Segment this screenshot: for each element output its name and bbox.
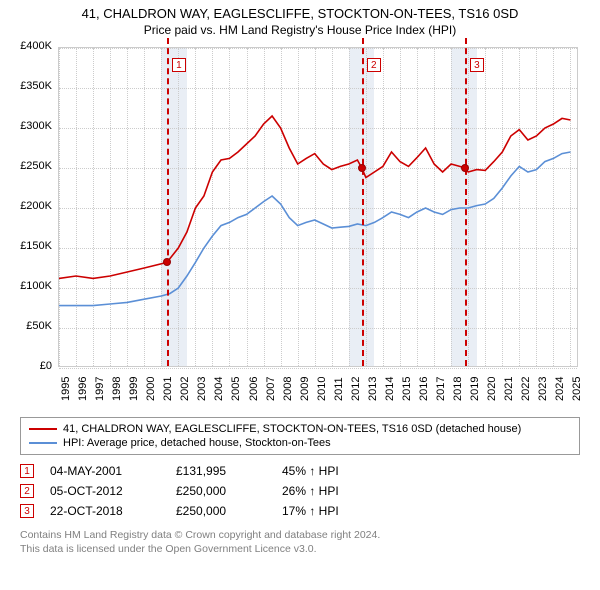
legend: 41, CHALDRON WAY, EAGLESCLIFFE, STOCKTON… (20, 417, 580, 455)
x-axis-label: 2022 (520, 371, 532, 401)
marker-dot (358, 164, 366, 172)
legend-item: HPI: Average price, detached house, Stoc… (29, 436, 571, 450)
x-axis-label: 2023 (537, 371, 549, 401)
x-axis-label: 2006 (248, 371, 260, 401)
x-axis-label: 2016 (418, 371, 430, 401)
event-pct: 26% ↑ HPI (282, 484, 382, 498)
y-axis-label: £200K (12, 200, 52, 212)
x-axis-label: 1997 (94, 371, 106, 401)
legend-label: 41, CHALDRON WAY, EAGLESCLIFFE, STOCKTON… (63, 423, 521, 435)
x-axis-label: 1996 (77, 371, 89, 401)
legend-item: 41, CHALDRON WAY, EAGLESCLIFFE, STOCKTON… (29, 422, 571, 436)
footer-line1: Contains HM Land Registry data © Crown c… (20, 529, 580, 543)
legend-swatch (29, 442, 57, 444)
x-axis-label: 2000 (145, 371, 157, 401)
chart-area: 1 2 3 £0 £50K £100K £150K £200K £250K £300K £350K… (10, 41, 590, 411)
event-date: 04-MAY-2001 (50, 464, 160, 478)
footer-attribution: Contains HM Land Registry data © Crown c… (20, 529, 580, 556)
y-axis-label: £350K (12, 80, 52, 92)
x-axis-label: 2001 (162, 371, 174, 401)
x-axis-label: 2018 (452, 371, 464, 401)
x-axis-label: 2019 (469, 371, 481, 401)
marker-line (465, 38, 467, 366)
y-axis-label: £250K (12, 160, 52, 172)
x-axis-label: 2007 (265, 371, 277, 401)
event-number: 3 (20, 504, 34, 518)
x-axis-label: 2014 (384, 371, 396, 401)
y-axis-label: £50K (12, 320, 52, 332)
x-axis-label: 2015 (401, 371, 413, 401)
event-pct: 45% ↑ HPI (282, 464, 382, 478)
y-axis-label: £0 (12, 360, 52, 372)
series-line (59, 152, 571, 306)
marker-label: 3 (470, 58, 484, 72)
y-axis-label: £100K (12, 280, 52, 292)
marker-dot (461, 164, 469, 172)
marker-label: 2 (367, 58, 381, 72)
event-price: £250,000 (176, 504, 266, 518)
x-axis-label: 2008 (282, 371, 294, 401)
chart-subtitle: Price paid vs. HM Land Registry's House … (0, 21, 600, 41)
event-date: 05-OCT-2012 (50, 484, 160, 498)
marker-line (167, 38, 169, 366)
event-price: £250,000 (176, 484, 266, 498)
event-pct: 17% ↑ HPI (282, 504, 382, 518)
y-axis-label: £300K (12, 120, 52, 132)
marker-line (362, 38, 364, 366)
x-axis-label: 2021 (503, 371, 515, 401)
plot-region: 1 2 3 (58, 47, 578, 367)
x-axis-label: 2003 (196, 371, 208, 401)
event-date: 22-OCT-2018 (50, 504, 160, 518)
event-table: 1 04-MAY-2001 £131,995 45% ↑ HPI 2 05-OCT-201… (20, 461, 580, 521)
legend-swatch (29, 428, 57, 430)
x-axis-label: 2005 (230, 371, 242, 401)
x-axis-label: 1995 (60, 371, 72, 401)
y-axis-label: £150K (12, 240, 52, 252)
chart-title: 41, CHALDRON WAY, EAGLESCLIFFE, STOCKTON… (0, 0, 600, 21)
x-axis-label: 2010 (316, 371, 328, 401)
event-price: £131,995 (176, 464, 266, 478)
y-axis-label: £400K (12, 40, 52, 52)
x-axis-label: 2024 (554, 371, 566, 401)
x-axis-label: 2009 (299, 371, 311, 401)
event-number: 2 (20, 484, 34, 498)
x-axis-label: 2013 (367, 371, 379, 401)
event-row: 3 22-OCT-2018 £250,000 17% ↑ HPI (20, 501, 580, 521)
x-axis-label: 1999 (128, 371, 140, 401)
x-axis-label: 2020 (486, 371, 498, 401)
marker-dot (163, 258, 171, 266)
x-axis-label: 2017 (435, 371, 447, 401)
event-row: 2 05-OCT-2012 £250,000 26% ↑ HPI (20, 481, 580, 501)
x-axis-label: 2011 (333, 371, 345, 401)
event-number: 1 (20, 464, 34, 478)
x-axis-label: 2025 (571, 371, 583, 401)
x-axis-label: 2012 (350, 371, 362, 401)
gridline-horizontal (59, 368, 577, 369)
event-row: 1 04-MAY-2001 £131,995 45% ↑ HPI (20, 461, 580, 481)
footer-line2: This data is licensed under the Open Gov… (20, 543, 580, 557)
marker-label: 1 (172, 58, 186, 72)
x-axis-label: 1998 (111, 371, 123, 401)
x-axis-label: 2004 (213, 371, 225, 401)
legend-label: HPI: Average price, detached house, Stoc… (63, 437, 331, 449)
x-axis-label: 2002 (179, 371, 191, 401)
